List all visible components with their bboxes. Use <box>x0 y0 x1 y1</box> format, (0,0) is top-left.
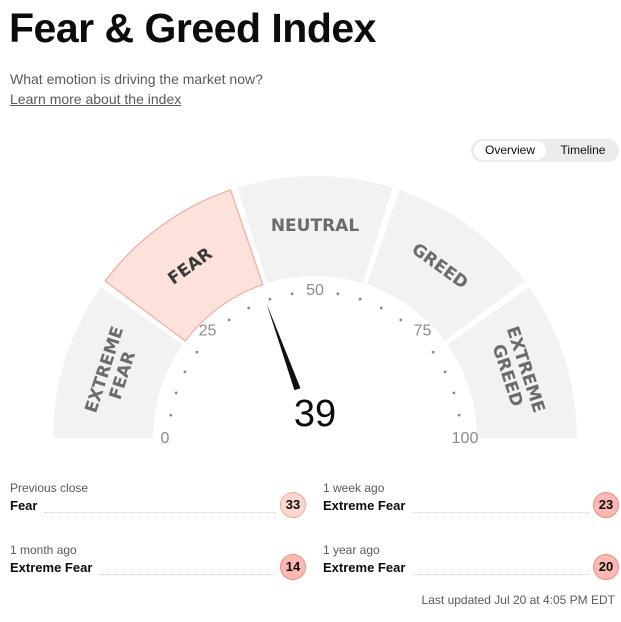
gauge-tick-dot <box>169 413 173 417</box>
history-label: 1 year ago <box>323 543 380 557</box>
gauge-tick-dot <box>379 306 383 310</box>
gauge-tick-dot <box>290 292 294 296</box>
gauge-scale-label: 25 <box>199 323 217 340</box>
page-title: Fear & Greed Index <box>9 5 376 51</box>
history-score-badge: 33 <box>280 492 306 518</box>
gauge-tick-dot <box>443 370 447 374</box>
gauge-zone-fear <box>104 189 264 342</box>
gauge-tick-dot <box>336 292 340 296</box>
dotted-divider <box>413 512 589 513</box>
history-1-week: 1 week ago Extreme Fear 23 <box>323 481 619 529</box>
learn-more-link[interactable]: Learn more about the index <box>10 91 182 107</box>
history-label: 1 month ago <box>10 543 77 557</box>
history-score-badge: 23 <box>593 492 619 518</box>
dotted-divider <box>100 574 276 575</box>
gauge-tick-dot <box>247 306 251 310</box>
gauge-tick-dot <box>227 318 231 322</box>
gauge-tick-dot <box>358 297 362 301</box>
overview-tab[interactable]: Overview <box>474 141 546 160</box>
history-rating: Extreme Fear <box>323 560 406 575</box>
gauge-tick-dot <box>174 391 178 395</box>
timeline-tab[interactable]: Timeline <box>560 143 606 157</box>
history-rating: Extreme Fear <box>10 560 93 575</box>
fear-greed-gauge: EXTREMEFEARFEARNEUTRALGREEDEXTREMEGREED0… <box>53 175 577 460</box>
gauge-zone-extreme-fear <box>53 286 183 438</box>
history-label: 1 week ago <box>323 481 385 495</box>
history-previous-close: Previous close Fear 33 <box>10 481 306 529</box>
history-1-year: 1 year ago Extreme Fear 20 <box>323 543 619 591</box>
gauge-scale-label: 75 <box>414 323 432 340</box>
gauge-zone-neutral <box>237 175 393 284</box>
gauge-tick-dot <box>457 413 461 417</box>
gauge-tick-dot <box>195 350 199 354</box>
gauge-zone-label-neutral: NEUTRAL <box>271 216 359 236</box>
gauge-center-hub <box>263 386 367 460</box>
gauge-value: 39 <box>294 393 336 435</box>
gauge-tick-dot <box>431 350 435 354</box>
gauge-scale-label: 50 <box>306 282 324 299</box>
gauge-zone-greed <box>367 189 525 341</box>
gauge-tick-dot <box>452 391 456 395</box>
history-score-badge: 20 <box>593 554 619 580</box>
history-score-badge: 14 <box>280 554 306 580</box>
gauge-tick-dot <box>183 370 187 374</box>
last-updated: Last updated Jul 20 at 4:05 PM EDT <box>421 593 615 607</box>
history-1-month: 1 month ago Extreme Fear 14 <box>10 543 306 591</box>
gauge-scale-label: 0 <box>161 430 170 447</box>
dotted-divider <box>44 512 276 513</box>
page-subtitle: What emotion is driving the market now? <box>10 71 263 87</box>
view-toggle: Overview Timeline <box>471 139 619 162</box>
gauge-tick-dot <box>268 297 272 301</box>
gauge-scale-label: 100 <box>452 430 479 447</box>
history-rating: Fear <box>10 498 38 513</box>
history-label: Previous close <box>10 481 89 495</box>
history-rating: Extreme Fear <box>323 498 406 513</box>
gauge-zone-extreme-greed <box>447 286 577 438</box>
dotted-divider <box>413 574 589 575</box>
gauge-tick-dot <box>399 318 403 322</box>
